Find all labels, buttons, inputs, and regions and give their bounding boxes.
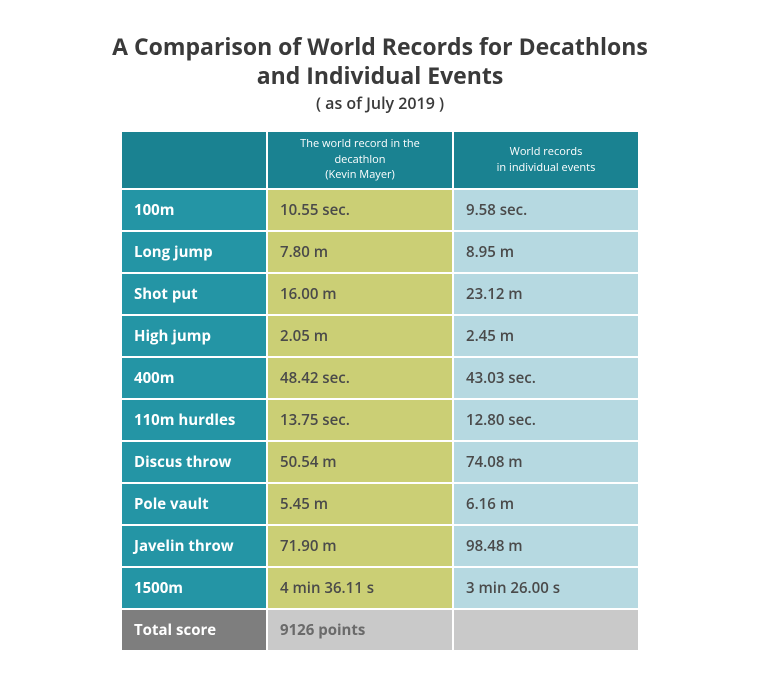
row-decathlon-value: 10.55 sec. (268, 190, 452, 230)
table-row: 100m10.55 sec.9.58 sec. (122, 190, 638, 230)
row-individual-value: 74.08 m (454, 442, 638, 482)
row-individual-value: 98.48 m (454, 526, 638, 566)
page-subtitle: ( as of July 2019 ) (0, 92, 760, 114)
total-label: Total score (122, 610, 266, 650)
row-label: Discus throw (122, 442, 266, 482)
title-line-1: A Comparison of World Records for Decath… (112, 30, 648, 62)
row-decathlon-value: 5.45 m (268, 484, 452, 524)
row-individual-value: 6.16 m (454, 484, 638, 524)
row-label: Shot put (122, 274, 266, 314)
table-row: Pole vault5.45 m6.16 m (122, 484, 638, 524)
row-label: Javelin throw (122, 526, 266, 566)
row-individual-value: 8.95 m (454, 232, 638, 272)
header-individual: World recordsin individual events (454, 132, 638, 188)
row-individual-value: 3 min 26.00 s (454, 568, 638, 608)
row-decathlon-value: 7.80 m (268, 232, 452, 272)
table-row: Shot put16.00 m23.12 m (122, 274, 638, 314)
row-decathlon-value: 71.90 m (268, 526, 452, 566)
table-row: Javelin throw71.90 m98.48 m (122, 526, 638, 566)
row-individual-value: 23.12 m (454, 274, 638, 314)
table-row: 1500m4 min 36.11 s3 min 26.00 s (122, 568, 638, 608)
row-label: 100m (122, 190, 266, 230)
table-row: High jump2.05 m2.45 m (122, 316, 638, 356)
header-blank (122, 132, 266, 188)
row-decathlon-value: 4 min 36.11 s (268, 568, 452, 608)
row-individual-value: 43.03 sec. (454, 358, 638, 398)
table-row: 110m hurdles13.75 sec.12.80 sec. (122, 400, 638, 440)
row-label: Pole vault (122, 484, 266, 524)
row-label: 400m (122, 358, 266, 398)
table-row: 400m48.42 sec.43.03 sec. (122, 358, 638, 398)
table-row: Long jump7.80 m8.95 m (122, 232, 638, 272)
table-header-row: The world record in the decathlon(Kevin … (122, 132, 638, 188)
page: A Comparison of World Records for Decath… (0, 0, 760, 652)
page-title: A Comparison of World Records for Decath… (0, 32, 760, 90)
row-label: Long jump (122, 232, 266, 272)
row-decathlon-value: 13.75 sec. (268, 400, 452, 440)
row-individual-value: 12.80 sec. (454, 400, 638, 440)
row-individual-value: 2.45 m (454, 316, 638, 356)
row-decathlon-value: 16.00 m (268, 274, 452, 314)
table-row: Discus throw50.54 m74.08 m (122, 442, 638, 482)
row-decathlon-value: 50.54 m (268, 442, 452, 482)
table-total-row: Total score9126 points (122, 610, 638, 650)
row-label: High jump (122, 316, 266, 356)
total-individual-value (454, 610, 638, 650)
records-table: The world record in the decathlon(Kevin … (120, 130, 640, 652)
row-label: 1500m (122, 568, 266, 608)
row-label: 110m hurdles (122, 400, 266, 440)
row-decathlon-value: 48.42 sec. (268, 358, 452, 398)
row-decathlon-value: 2.05 m (268, 316, 452, 356)
title-line-2: and Individual Events (257, 59, 504, 91)
header-decathlon: The world record in the decathlon(Kevin … (268, 132, 452, 188)
row-individual-value: 9.58 sec. (454, 190, 638, 230)
total-decathlon-value: 9126 points (268, 610, 452, 650)
